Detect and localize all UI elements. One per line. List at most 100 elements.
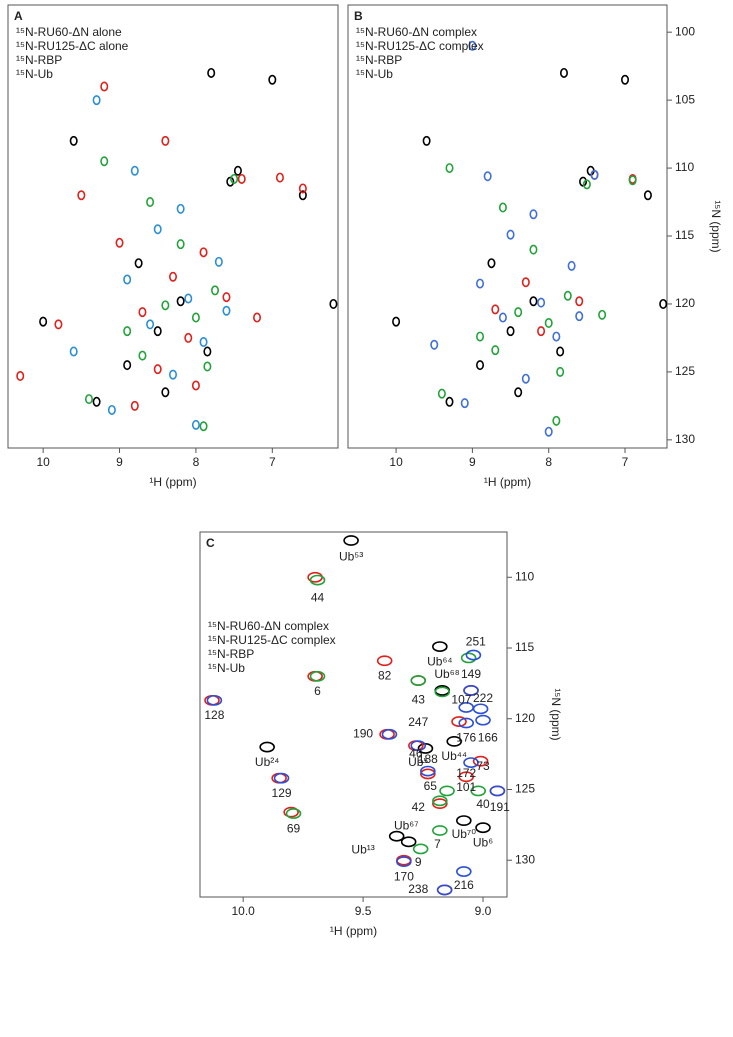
peak xyxy=(388,830,405,842)
peak-label: 7 xyxy=(434,837,441,851)
peak xyxy=(498,202,507,213)
peak-label: 238 xyxy=(408,882,428,896)
peak-label: 128 xyxy=(204,708,224,722)
peak xyxy=(575,296,584,307)
peak xyxy=(475,822,491,834)
peak-label: Ub¹³ xyxy=(351,842,374,856)
peak-label: 107 xyxy=(451,693,471,707)
peak xyxy=(285,808,302,819)
peak xyxy=(537,326,546,337)
peak xyxy=(643,190,652,201)
peak xyxy=(437,388,446,399)
peak-label: Ub⁴⁴ xyxy=(441,749,467,763)
x-tick-label: 9 xyxy=(116,455,123,469)
peak xyxy=(491,304,500,315)
peak-label: 6 xyxy=(314,684,321,698)
peak-label: 65 xyxy=(424,779,438,793)
peak xyxy=(176,296,185,307)
peak xyxy=(169,271,178,282)
legend-entry: ¹⁵N-RU125-ΔC complex xyxy=(356,39,484,53)
panel-label: B xyxy=(354,9,363,23)
peak xyxy=(153,326,162,337)
peak xyxy=(556,346,565,357)
peak-label: 216 xyxy=(454,878,474,892)
peak xyxy=(460,398,469,409)
peak-label: 222 xyxy=(473,691,493,705)
peak xyxy=(69,346,78,357)
peak xyxy=(659,298,668,309)
peak xyxy=(521,373,530,384)
peak xyxy=(529,209,538,220)
peak xyxy=(211,285,220,296)
peak xyxy=(475,714,491,726)
peak xyxy=(268,74,277,85)
x-tick-label: 8 xyxy=(193,455,200,469)
legend-entry: ¹⁵N-Ub xyxy=(16,67,53,81)
peak xyxy=(199,337,208,348)
x-tick-label: 7 xyxy=(269,455,276,469)
peak xyxy=(563,290,572,301)
peak xyxy=(396,856,412,868)
peak-label: Ub⁶ xyxy=(473,835,493,849)
peak-label: 129 xyxy=(272,786,292,800)
peak xyxy=(146,319,155,330)
peak xyxy=(446,735,463,747)
y-tick-label: 110 xyxy=(675,160,694,174)
peak xyxy=(381,728,398,740)
peak xyxy=(465,649,482,661)
peak xyxy=(430,339,439,350)
peak xyxy=(472,755,489,767)
peak xyxy=(376,655,393,667)
peak xyxy=(463,757,479,769)
peak xyxy=(628,175,637,186)
peak xyxy=(253,312,262,323)
x-tick-label: 9.0 xyxy=(475,904,492,918)
peak-label: Ub²⁴ xyxy=(255,755,280,769)
peak xyxy=(191,380,200,391)
peak xyxy=(432,641,448,652)
peak-label: Ub⁵³ xyxy=(339,550,363,564)
peak xyxy=(544,426,553,437)
peak xyxy=(529,296,538,307)
peak xyxy=(206,694,223,706)
peak xyxy=(222,292,231,303)
peak-label: 166 xyxy=(478,731,498,745)
legend-entry: ¹⁵N-RBP xyxy=(356,53,402,67)
peak xyxy=(161,300,170,311)
peak-label: 172 xyxy=(456,766,476,780)
peak xyxy=(199,247,208,258)
peak xyxy=(100,81,109,92)
x-axis-label: ¹H (ppm) xyxy=(330,924,377,938)
peak xyxy=(489,785,506,797)
x-tick-label: 10 xyxy=(36,455,50,469)
legend-entry: ¹⁵N-RU60-ΔN alone xyxy=(16,25,122,39)
peak xyxy=(237,173,246,184)
legend-entry: ¹⁵N-RBP xyxy=(208,647,254,661)
peak xyxy=(552,331,561,342)
peak-label: 101 xyxy=(456,780,476,794)
peak xyxy=(123,360,132,371)
peak xyxy=(309,574,326,586)
peak xyxy=(191,312,200,323)
peak xyxy=(130,165,139,176)
peak xyxy=(559,67,568,78)
x-axis-label: ¹H (ppm) xyxy=(149,475,196,489)
y-axis-label: ¹⁵N (ppm) xyxy=(549,688,563,740)
peak-label: Ub⁶⁸ xyxy=(434,667,459,681)
peak xyxy=(77,190,86,201)
peak xyxy=(176,203,185,214)
y-tick-label: 115 xyxy=(675,228,694,242)
panel-label: A xyxy=(14,9,23,23)
peak xyxy=(115,237,124,248)
peak xyxy=(230,173,239,184)
peak-label: Ub⁵ xyxy=(408,755,428,769)
legend-entry: ¹⁵N-RU125-ΔC alone xyxy=(16,39,129,53)
peak xyxy=(176,239,185,250)
peak xyxy=(476,278,485,289)
x-tick-label: 10.0 xyxy=(231,904,255,918)
peak xyxy=(451,716,467,727)
peak xyxy=(400,836,417,848)
peak xyxy=(191,419,200,430)
peak-label: 251 xyxy=(466,635,486,649)
